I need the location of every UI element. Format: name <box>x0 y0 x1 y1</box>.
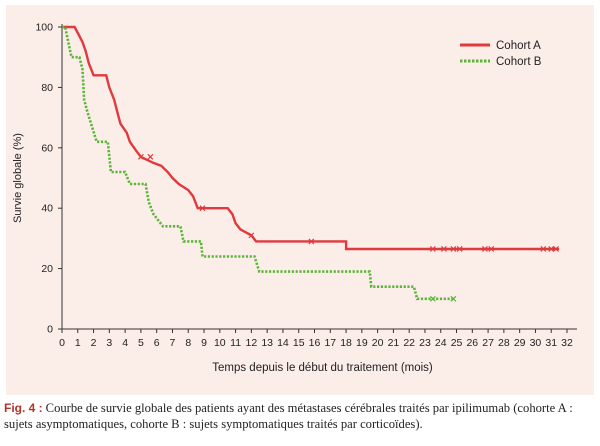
plot-panel <box>6 5 594 395</box>
series-line-cohort-a <box>62 25 560 251</box>
y-tick-label: 80 <box>41 82 53 94</box>
x-tick-label: 12 <box>246 337 258 349</box>
y-tick-label: 40 <box>41 203 53 215</box>
censor-mark <box>429 246 436 252</box>
x-tick-label: 27 <box>482 337 494 349</box>
x-tick-label: 3 <box>106 337 112 349</box>
censor-mark <box>456 246 463 252</box>
x-tick-label: 30 <box>530 337 542 349</box>
x-tick-label: 32 <box>561 337 573 349</box>
x-tick-label: 10 <box>214 337 226 349</box>
x-tick-label: 25 <box>451 337 463 349</box>
y-tick-label: 20 <box>41 263 53 275</box>
x-tick-label: 0 <box>59 337 65 349</box>
y-tick-label: 100 <box>35 22 53 34</box>
x-tick-label: 18 <box>340 337 352 349</box>
y-tick-label: 0 <box>47 324 53 336</box>
censor-mark <box>482 246 488 252</box>
censor-mark <box>450 246 457 252</box>
x-tick-label: 28 <box>498 337 510 349</box>
x-tick-label: 21 <box>388 337 400 349</box>
legend-label-cohort-a: Cohort A <box>496 40 541 52</box>
legend-label-cohort-b: Cohort B <box>496 56 542 68</box>
x-tick-label: 2 <box>91 337 97 349</box>
x-tick-label: 4 <box>122 337 128 349</box>
x-tick-label: 7 <box>170 337 176 349</box>
caption-text: Courbe de survie globale des patients ay… <box>4 401 573 431</box>
censor-mark <box>488 246 495 252</box>
censor-mark <box>429 295 436 302</box>
x-tick-label: 29 <box>514 337 526 349</box>
series-line-cohort-b <box>62 25 455 301</box>
x-tick-label: 14 <box>277 337 289 349</box>
censor-mark <box>540 246 547 252</box>
x-tick-label: 20 <box>372 337 384 349</box>
censor-mark <box>147 153 154 160</box>
caption-label: Fig. 4 : <box>4 401 43 415</box>
x-tick-label: 9 <box>201 337 207 349</box>
x-tick-label: 31 <box>545 337 557 349</box>
x-tick-label: 23 <box>419 337 431 349</box>
x-tick-label: 13 <box>261 337 273 349</box>
x-tick-label: 8 <box>185 337 191 349</box>
x-tick-label: 17 <box>324 337 336 349</box>
x-tick-label: 5 <box>138 337 144 349</box>
y-tick-label: 60 <box>41 142 53 154</box>
x-tick-label: 15 <box>293 337 305 349</box>
x-tick-label: 24 <box>435 337 447 349</box>
censor-mark <box>553 246 559 252</box>
x-axis-title: Temps depuis le début du traitement (moi… <box>212 362 433 374</box>
x-tick-label: 16 <box>309 337 321 349</box>
censor-mark <box>308 238 315 245</box>
figure-caption: Fig. 4 : Courbe de survie globale des pat… <box>4 401 596 432</box>
y-axis-title: Survie globale (%) <box>12 133 24 223</box>
x-tick-label: 22 <box>403 337 415 349</box>
censor-mark <box>450 295 457 302</box>
x-tick-label: 26 <box>466 337 478 349</box>
censor-mark <box>548 246 555 252</box>
censor-mark <box>137 153 144 160</box>
censor-mark <box>248 232 255 239</box>
censor-mark <box>440 246 447 252</box>
x-tick-label: 6 <box>154 337 160 349</box>
censor-mark <box>199 205 206 212</box>
x-tick-label: 19 <box>356 337 368 349</box>
x-tick-label: 1 <box>75 337 81 349</box>
x-tick-label: 11 <box>230 337 241 349</box>
